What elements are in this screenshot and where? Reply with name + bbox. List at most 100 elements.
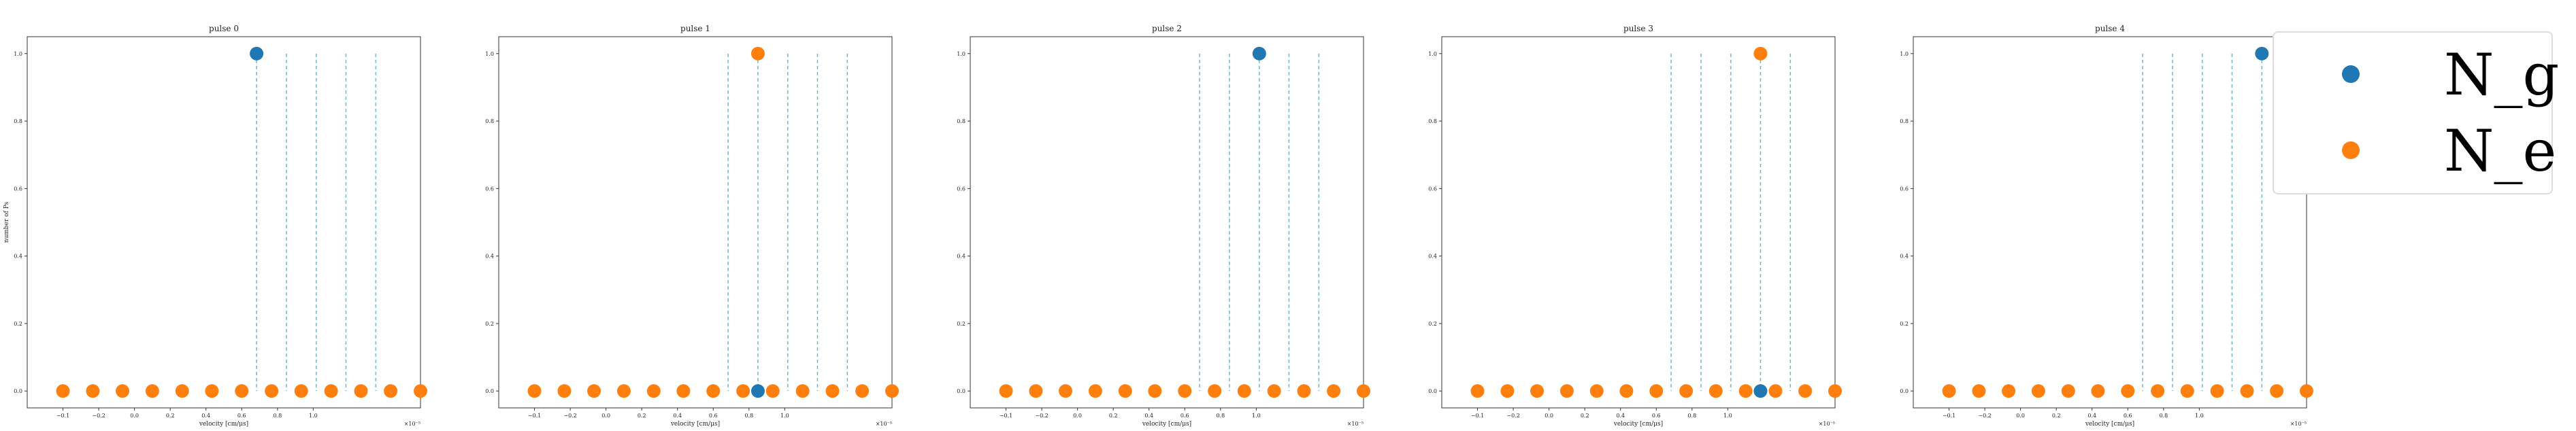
- y-tick-label: 0.2: [14, 321, 22, 327]
- data-point-e: [1768, 384, 1783, 398]
- data-point-e: [1649, 384, 1664, 398]
- x-tick-label: −0.2: [92, 413, 105, 419]
- x-tick-label: −0.1: [1471, 413, 1484, 419]
- x-tick-label: 0.8: [1687, 413, 1696, 419]
- x-tick-label: 0.4: [673, 413, 682, 419]
- data-point-e: [1148, 384, 1162, 398]
- data-point-e: [1208, 384, 1222, 398]
- chart-panel-2: pulse 2 0.0 0.2 0.4 0.6 0.8 1.0 −0.1 −0.2 0.0 0.2 0…: [957, 24, 1370, 428]
- data-point-e: [1942, 384, 1956, 398]
- x-tick-label: 0.0: [130, 413, 139, 419]
- data-point-e: [676, 384, 691, 398]
- data-point-e: [384, 384, 398, 398]
- x-axis-label: velocity [cm/μs]: [1142, 421, 1191, 428]
- x-tick-label: 0.2: [638, 413, 646, 419]
- x-tick-label: 0.4: [1144, 413, 1153, 419]
- y-tick-label: 0.4: [957, 254, 965, 260]
- data-point-e: [557, 384, 572, 398]
- data-point-e: [175, 384, 189, 398]
- data-point-e: [265, 384, 279, 398]
- data-point-e: [324, 384, 338, 398]
- data-point-e: [736, 384, 750, 398]
- data-point-e: [1589, 384, 1604, 398]
- data-point-e: [1059, 384, 1073, 398]
- y-tick-label: 1.0: [957, 51, 965, 57]
- data-point-e: [750, 46, 765, 61]
- y-tick-label: 0.0: [485, 388, 494, 394]
- data-point-e: [616, 384, 631, 398]
- x-tick-label: 0.0: [601, 413, 610, 419]
- y-tick-label: 1.0: [485, 51, 494, 57]
- data-point-e: [2061, 384, 2075, 398]
- x-tick-label: 0.4: [201, 413, 210, 419]
- x-tick-label: 0.2: [1109, 413, 1118, 419]
- chart-title: pulse 4: [2095, 24, 2125, 33]
- x-axis-label: velocity [cm/μs]: [1613, 421, 1663, 428]
- data-point-e: [646, 384, 661, 398]
- data-point-e: [795, 384, 810, 398]
- data-point-e: [1798, 384, 1813, 398]
- data-point-e: [116, 384, 130, 398]
- x-tick-label: 0.6: [2124, 413, 2132, 419]
- legend: N_g N_e: [2273, 31, 2559, 194]
- legend-marker-g-icon: [2342, 65, 2360, 83]
- data-point-g: [2255, 46, 2269, 61]
- data-point-e: [1470, 384, 1485, 398]
- legend-entry-g: N_g: [2274, 41, 2559, 109]
- x-axis-label: velocity [cm/μs]: [670, 421, 720, 428]
- x-tick-label: −0.2: [1978, 413, 1991, 419]
- x-tick-label: 1.0: [2195, 413, 2204, 419]
- x-tick-label: −0.2: [1506, 413, 1519, 419]
- y-tick-label: 0.4: [14, 254, 22, 260]
- x-tick-label: 1.0: [309, 413, 318, 419]
- data-point-e: [1972, 384, 1986, 398]
- y-tick-label: 0.0: [14, 388, 22, 394]
- x-tick-label: 0.4: [2087, 413, 2096, 419]
- y-tick-label: 0.0: [1900, 388, 1909, 394]
- data-point-e: [1267, 384, 1281, 398]
- y-tick-label: 0.0: [957, 388, 965, 394]
- chart-title: pulse 2: [1152, 24, 1182, 33]
- x-tick-label: −0.2: [1035, 413, 1048, 419]
- x-tick-label: 0.2: [2052, 413, 2061, 419]
- chart-title: pulse 1: [680, 24, 710, 33]
- x-tick-label: 0.8: [273, 413, 282, 419]
- data-point-e: [1297, 384, 1311, 398]
- data-point-e: [1327, 384, 1341, 398]
- plot-frame: [1441, 36, 1836, 409]
- x-tick-label: 0.2: [166, 413, 175, 419]
- x-axis-label: velocity [cm/μs]: [2085, 421, 2134, 428]
- data-point-e: [1029, 384, 1043, 398]
- y-axis-label: number of Ps: [3, 201, 10, 243]
- data-point-e: [1738, 384, 1753, 398]
- data-point-e: [354, 384, 368, 398]
- x-tick-label: 0.6: [709, 413, 718, 419]
- data-point-e: [1088, 384, 1102, 398]
- x-axis-multiplier: ×10⁻⁵: [404, 421, 420, 427]
- y-tick-label: 0.8: [1900, 118, 1909, 124]
- y-tick-label: 0.6: [1428, 186, 1437, 192]
- data-point-e: [294, 384, 308, 398]
- data-point-e: [885, 384, 899, 398]
- y-tick-label: 0.6: [14, 186, 22, 192]
- data-point-e: [855, 384, 870, 398]
- y-tick-label: 0.2: [1428, 321, 1437, 327]
- x-tick-label: 0.0: [1545, 413, 1553, 419]
- data-point-e: [2210, 384, 2224, 398]
- y-tick-label: 1.0: [14, 51, 22, 57]
- x-tick-label: 1.0: [1252, 413, 1261, 419]
- data-point-e: [2151, 384, 2165, 398]
- data-point-e: [2270, 384, 2284, 398]
- data-point-g: [1252, 46, 1266, 61]
- legend-label-g: N_g: [2444, 41, 2560, 108]
- data-point-e: [1530, 384, 1545, 398]
- x-tick-label: −0.1: [1943, 413, 1955, 419]
- chart-panel-4: pulse 4 0.0 0.2 0.4 0.6 0.8 1.0 −0.1 −0.2 0.0 0.2 0…: [1900, 24, 2313, 428]
- x-tick-label: 0.6: [1180, 413, 1189, 419]
- data-point-e: [86, 384, 100, 398]
- legend-entry-e: N_e: [2274, 117, 2556, 185]
- x-axis-label: velocity [cm/μs]: [199, 421, 248, 428]
- data-point-e: [2031, 384, 2045, 398]
- plot-frame: [970, 36, 1364, 409]
